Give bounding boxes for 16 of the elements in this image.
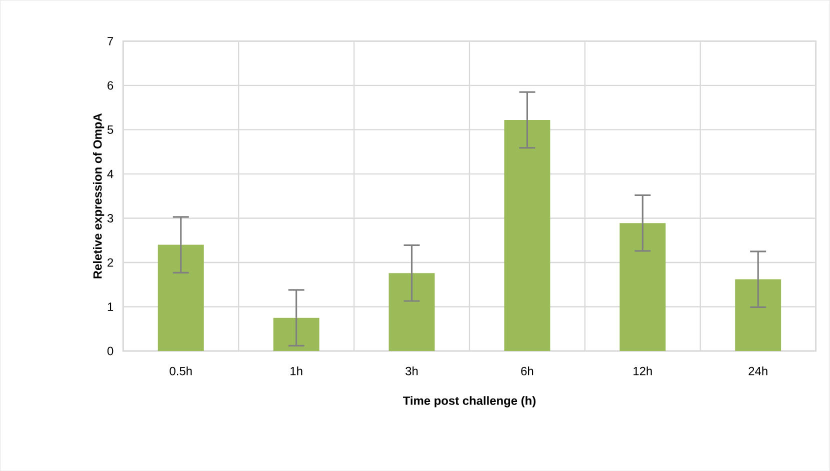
y-tick-label: 5 xyxy=(107,125,114,134)
y-tick-label: 0 xyxy=(107,346,114,356)
x-tick-label: 24h xyxy=(748,366,768,376)
y-tick-label: 4 xyxy=(107,170,114,178)
y-tick-label: 1 xyxy=(108,302,114,311)
y-axis-title: Reletive expression of OmpA xyxy=(93,113,104,278)
y-tick-label: 7 xyxy=(108,36,114,46)
y-tick-label: 6 xyxy=(108,81,114,90)
x-tick-label: 12h xyxy=(634,366,652,376)
x-tick-label: 0.5h xyxy=(170,366,192,376)
y-tick-label: 3 xyxy=(107,214,114,222)
x-tick-label: 3h xyxy=(406,366,418,376)
y-tick-label: 2 xyxy=(108,258,114,267)
x-tick-label: 1h xyxy=(290,366,302,376)
x-tick-label: 6h xyxy=(521,366,534,376)
x-axis-title: Time post challenge (h) xyxy=(403,396,536,408)
